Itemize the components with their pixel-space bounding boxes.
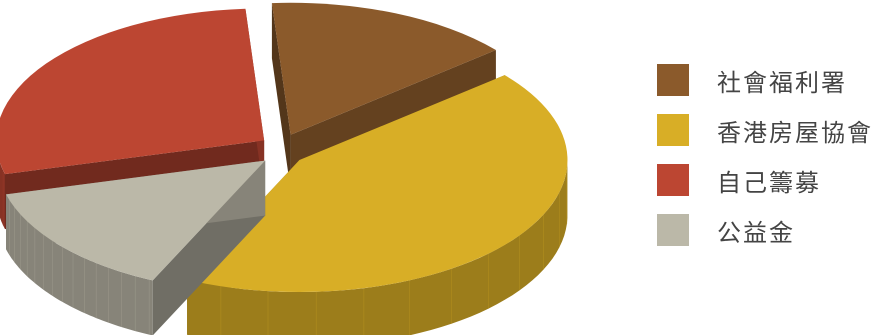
legend-item-social-welfare: 社會福利署 [657,64,873,97]
slice-1-top [187,75,568,293]
legend-swatch-community-chest [657,214,689,246]
legend-swatch-housing-society [657,114,689,146]
legend-item-community-chest: 公益金 [657,214,873,247]
slice-3-top [0,8,265,175]
slice-0-top [271,2,496,135]
legend-label-social-welfare: 社會福利署 [717,68,847,97]
slice-0-wall-start [271,3,291,190]
legend-item-self-raised: 自己籌募 [657,164,873,197]
pie-slices [0,2,568,335]
slice-2-outer-wall-0 [6,194,153,335]
slice-1 [187,75,568,335]
slice-2 [6,160,266,335]
legend-label-self-raised: 自己籌募 [717,168,821,197]
legend-label-community-chest: 公益金 [717,218,795,247]
slice-3-outer-wall-0 [0,162,5,230]
legend-swatch-social-welfare [657,64,689,96]
legend: 社會福利署 香港房屋協會 自己籌募 公益金 [657,64,873,247]
legend-item-housing-society: 香港房屋協會 [657,114,873,147]
pie-chart [0,2,568,335]
slice-2-top [6,160,266,281]
legend-label-housing-society: 香港房屋協會 [717,118,873,147]
legend-swatch-self-raised [657,164,689,196]
slice-1-outer-wall-0 [187,163,568,335]
